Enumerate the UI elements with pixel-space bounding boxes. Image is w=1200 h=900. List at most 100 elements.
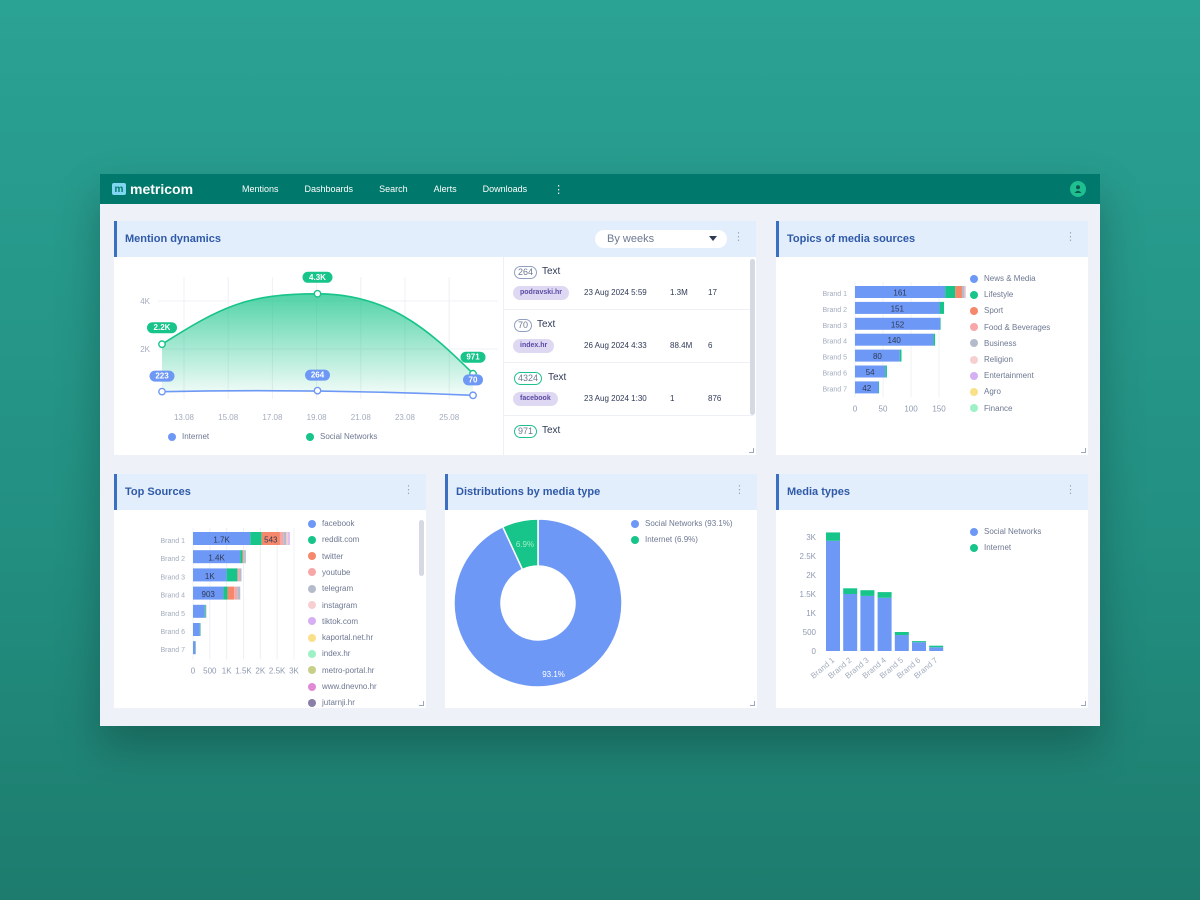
- top-navigation-bar: m metricom Mentions Dashboards Search Al…: [100, 174, 1100, 204]
- bar-segment: [239, 568, 242, 582]
- resize-handle-icon[interactable]: [419, 701, 424, 706]
- mention-engagement: 6: [708, 341, 713, 350]
- legend-dot: [308, 698, 316, 707]
- bar-value-label: 1.4K: [208, 554, 225, 563]
- legend-dot: [631, 535, 639, 544]
- mention-item[interactable]: 70 Text index.hr 26 Aug 2024 4:33 88.4M …: [504, 310, 753, 363]
- y-tick-label: 3K: [806, 533, 816, 542]
- bar-segment: [860, 595, 875, 651]
- legend-label: Sport: [984, 306, 1004, 316]
- category-label: Brand 1: [160, 538, 185, 545]
- period-select-value: By weeks: [607, 233, 655, 245]
- bar-segment: [223, 586, 228, 600]
- nav-item-dashboards[interactable]: Dashboards: [304, 184, 354, 194]
- legend-item[interactable]: telegram: [308, 584, 353, 593]
- y-tick-label: 1.5K: [800, 590, 817, 599]
- nav-item-search[interactable]: Search: [379, 184, 408, 194]
- legend-item[interactable]: News & Media: [970, 274, 1036, 283]
- mention-engagement: 876: [708, 394, 722, 403]
- legend-item[interactable]: twitter: [308, 552, 343, 561]
- bar-value-label: 903: [202, 590, 216, 599]
- period-select[interactable]: By weeks: [595, 230, 727, 248]
- mention-source-tag[interactable]: podravski.hr: [513, 286, 570, 300]
- legend-item[interactable]: Social Networks (93.1%): [631, 519, 733, 528]
- nav-item-mentions[interactable]: Mentions: [242, 184, 279, 194]
- bar-segment: [250, 532, 262, 545]
- logo-text: metricom: [130, 181, 194, 197]
- kebab-icon[interactable]: ⋮: [1065, 231, 1076, 243]
- legend-item[interactable]: www.dnevno.hr: [308, 682, 377, 691]
- x-tick-label: 17.08: [262, 413, 283, 422]
- legend-dot: [970, 355, 978, 364]
- data-point: [313, 386, 322, 395]
- legend-dot: [631, 519, 639, 528]
- mention-source-tag[interactable]: index.hr: [513, 339, 555, 353]
- resize-handle-icon[interactable]: [750, 701, 755, 706]
- legend-item[interactable]: Internet (6.9%): [631, 535, 698, 544]
- mention-count-badge: 4324: [514, 372, 543, 385]
- resize-handle-icon[interactable]: [1081, 448, 1086, 453]
- y-tick-label: 2K: [140, 345, 150, 354]
- nav-more-icon[interactable]: ⋮: [553, 183, 565, 196]
- mention-source-tag[interactable]: facebook: [513, 392, 558, 406]
- legend-item[interactable]: reddit.com: [308, 535, 359, 544]
- resize-handle-icon[interactable]: [749, 448, 754, 453]
- legend-label: Internet: [182, 432, 210, 441]
- legend-item[interactable]: Sport: [970, 306, 1003, 315]
- panel-title: Media types: [787, 486, 850, 498]
- legend-item[interactable]: Food & Beverages: [970, 323, 1050, 332]
- user-icon[interactable]: [1070, 181, 1086, 197]
- legend-item[interactable]: Entertainment: [970, 371, 1034, 380]
- resize-handle-icon[interactable]: [1081, 701, 1086, 706]
- legend-item[interactable]: Business: [970, 339, 1016, 348]
- nav-item-alerts[interactable]: Alerts: [433, 184, 457, 194]
- mentions-scrollbar[interactable]: [750, 259, 755, 415]
- kebab-icon[interactable]: ⋮: [734, 484, 745, 496]
- legend-item[interactable]: index.hr: [308, 649, 350, 658]
- bar-segment: [855, 381, 879, 394]
- legend-item[interactable]: Internet: [970, 543, 1011, 552]
- legend-item-internet[interactable]: Internet: [168, 432, 209, 441]
- category-label: Brand 7: [822, 386, 847, 393]
- category-label: Brand 3: [822, 323, 847, 330]
- legend-item[interactable]: kaportal.net.hr: [308, 633, 373, 642]
- legend-item[interactable]: Agro: [970, 387, 1001, 396]
- legend-item[interactable]: Social Networks: [970, 527, 1041, 536]
- bar-segment: [894, 635, 909, 651]
- nav-item-downloads[interactable]: Downloads: [482, 184, 528, 194]
- legend-dot: [970, 387, 978, 396]
- legend-item[interactable]: Religion: [970, 355, 1013, 364]
- legend-dot: [970, 323, 978, 332]
- logo[interactable]: m metricom: [112, 181, 242, 197]
- panel-header: Top Sources ⋮: [114, 474, 426, 510]
- x-tick-label: 13.08: [174, 413, 195, 422]
- data-label: 264: [311, 371, 325, 380]
- donut-slice: [453, 518, 623, 688]
- legend-item[interactable]: youtube: [308, 568, 350, 577]
- bar-segment: [964, 286, 966, 298]
- mention-reach: 1: [670, 394, 675, 403]
- mention-item[interactable]: 4324 Text facebook 23 Aug 2024 1:30 1 87…: [504, 363, 753, 416]
- kebab-icon[interactable]: ⋮: [733, 231, 744, 243]
- mention-item[interactable]: 264 Text podravski.hr 23 Aug 2024 5:59 1…: [504, 257, 753, 310]
- legend-item[interactable]: jutarnji.hr: [308, 698, 355, 707]
- bar-segment: [955, 286, 962, 298]
- legend-scrollbar[interactable]: [419, 520, 424, 576]
- legend-item[interactable]: metro-portal.hr: [308, 666, 374, 675]
- legend-item[interactable]: Lifestyle: [970, 290, 1013, 299]
- data-label: 971: [466, 353, 480, 362]
- kebab-icon[interactable]: ⋮: [1065, 484, 1076, 496]
- x-tick-label: 150: [932, 404, 946, 413]
- legend-item-social-networks[interactable]: Social Networks: [306, 432, 377, 441]
- mention-item[interactable]: 971 Text: [504, 416, 753, 455]
- legend-label: Entertainment: [984, 371, 1034, 381]
- legend-item[interactable]: instagram: [308, 601, 357, 610]
- bar-segment: [244, 550, 246, 564]
- app-window: m metricom Mentions Dashboards Search Al…: [100, 174, 1100, 726]
- legend-item[interactable]: facebook: [308, 519, 354, 528]
- x-tick-label: 0: [191, 666, 196, 675]
- kebab-icon[interactable]: ⋮: [403, 484, 414, 496]
- legend-item[interactable]: Finance: [970, 404, 1012, 413]
- legend-item[interactable]: tiktok.com: [308, 617, 358, 626]
